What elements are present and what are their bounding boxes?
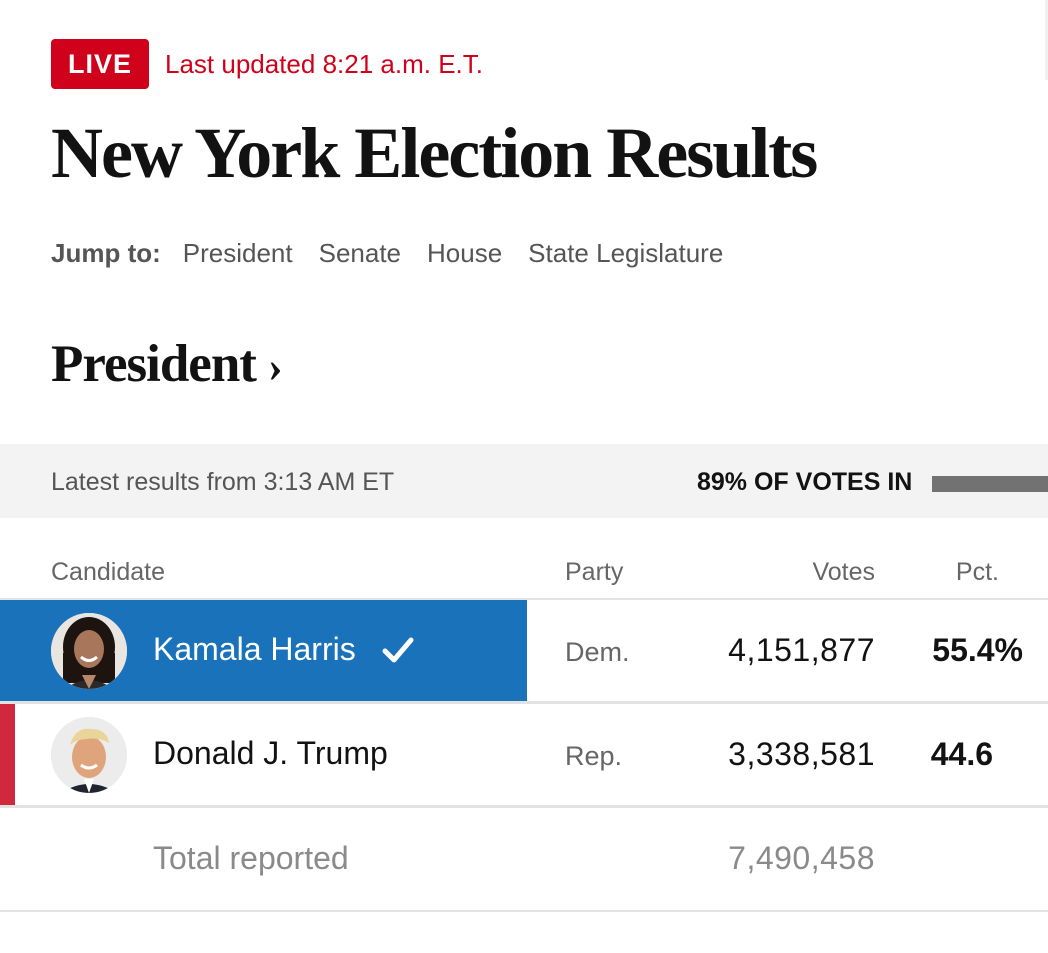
party-color-marker — [0, 704, 15, 805]
donald-trump-photo — [51, 717, 127, 793]
table-header: Candidate Party Votes Pct. — [0, 518, 1048, 600]
jump-to-nav: Jump to: President Senate House State Le… — [51, 238, 749, 269]
total-reported-votes: 7,490,458 — [728, 840, 875, 876]
candidate-pct: 44.6 — [930, 736, 993, 772]
latest-results-text: Latest results from 3:13 AM ET — [51, 468, 395, 496]
results-table: Candidate Party Votes Pct. Kamala Harris — [0, 518, 1048, 912]
avatar — [51, 613, 127, 689]
votes-in-progress-fill — [934, 478, 1048, 490]
president-section-heading[interactable]: President › — [51, 334, 283, 394]
jump-link-senate[interactable]: Senate — [318, 238, 402, 268]
table-row: Kamala Harris Dem. 4,151,877 55.4% — [0, 600, 1048, 704]
header-candidate: Candidate — [51, 558, 165, 586]
candidate-party: Rep. — [565, 741, 623, 771]
candidate-votes: 4,151,877 — [728, 632, 875, 668]
total-row: Total reported 7,490,458 — [0, 808, 1048, 912]
kamala-harris-photo — [51, 613, 127, 689]
header-votes: Votes — [812, 558, 875, 586]
chevron-right-icon: › — [267, 341, 283, 391]
votes-in-text: 89% OF VOTES IN — [697, 468, 913, 496]
total-reported-label: Total reported — [153, 840, 349, 876]
candidate-pct: 55.4% — [932, 632, 1023, 668]
live-badge: LIVE — [51, 39, 149, 89]
header-party: Party — [565, 558, 624, 586]
checkmark-icon — [382, 637, 414, 663]
section-heading-label: President — [51, 335, 257, 393]
scroll-edge — [1045, 0, 1048, 80]
jump-link-house[interactable]: House — [427, 238, 503, 268]
jump-to-label: Jump to: — [51, 238, 161, 268]
live-header: LIVE Last updated 8:21 a.m. E.T. — [51, 39, 483, 89]
candidate-votes: 3,338,581 — [728, 736, 875, 772]
results-status-bar: Latest results from 3:13 AM ET 89% OF VO… — [0, 444, 1048, 518]
jump-link-president[interactable]: President — [182, 238, 293, 268]
last-updated-text: Last updated 8:21 a.m. E.T. — [165, 48, 483, 79]
page-title: New York Election Results — [51, 113, 818, 193]
jump-link-state-legislature[interactable]: State Legislature — [528, 238, 724, 268]
candidate-name: Donald J. Trump — [153, 735, 388, 771]
candidate-name: Kamala Harris — [153, 631, 356, 667]
table-row: Donald J. Trump Rep. 3,338,581 44.6 — [0, 704, 1048, 808]
header-pct: Pct. — [955, 558, 999, 586]
avatar — [51, 717, 127, 793]
candidate-party: Dem. — [565, 637, 630, 667]
votes-in-progress-bar — [932, 476, 1048, 492]
